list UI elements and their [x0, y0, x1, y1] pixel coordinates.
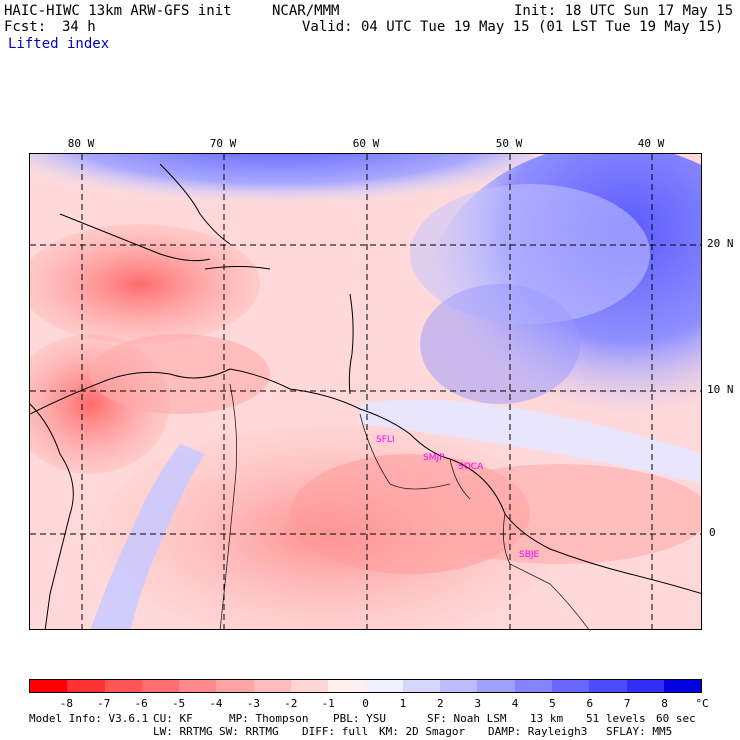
- colorbar-tick-label: -2: [284, 697, 298, 710]
- station-label: SOCA: [458, 462, 484, 472]
- valid-time: Valid: 04 UTC Tue 19 May 15 (01 LST Tue …: [302, 19, 724, 35]
- lifted-index-map: SFLI SMJP SOCA SBJE: [29, 153, 702, 630]
- colorbar: [29, 679, 702, 693]
- surface-layer-option: SFLAY: MM5: [606, 725, 673, 738]
- init-time: Init: 18 UTC Sun 17 May 15: [514, 3, 734, 19]
- colorbar-swatch: [328, 680, 366, 692]
- model-title: HAIC-HIWC 13km ARW-GFS init: [4, 3, 232, 19]
- colorbar-swatch: [440, 680, 478, 692]
- lat-label-equator: 0: [709, 526, 716, 539]
- lat-label-10n: 10 N: [707, 383, 734, 396]
- lon-label-60w: 60 W: [352, 137, 380, 150]
- model-info: Model Info: V3.6.1: [29, 712, 149, 725]
- colorbar-swatch: [626, 680, 664, 692]
- damping-option: DAMP: Rayleigh3: [488, 725, 588, 738]
- lon-label-70w: 70 W: [209, 137, 237, 150]
- colorbar-tick-label: 3: [474, 697, 481, 710]
- colorbar-swatch: [104, 680, 142, 692]
- colorbar-swatch: [216, 680, 254, 692]
- field-name: Lifted index: [8, 36, 110, 52]
- vertical-levels: 51 levels: [586, 712, 646, 725]
- lat-lon-grid: [30, 154, 701, 629]
- station-label: SMJP: [423, 453, 445, 463]
- grid-resolution: 13 km: [530, 712, 564, 725]
- colorbar-swatch: [253, 680, 291, 692]
- colorbar-swatch: [663, 680, 702, 692]
- longwave-scheme: LW: RRTMG: [153, 725, 213, 738]
- km-option: KM: 2D Smagor: [379, 725, 466, 738]
- colorbar-swatch: [589, 680, 627, 692]
- cumulus-scheme: CU: KF: [153, 712, 193, 725]
- colorbar-tick-label: 1: [399, 697, 407, 710]
- station-label: SBJE: [519, 550, 540, 560]
- colorbar-swatch: [290, 680, 329, 692]
- country-borders: [219, 383, 589, 629]
- colorbar-tick-label: 2: [436, 697, 444, 710]
- colorbar-tick-label: 4: [511, 697, 519, 710]
- colorbar-tick-label: -8: [59, 697, 73, 710]
- station-label: SFLI: [376, 435, 395, 445]
- coastlines: [30, 163, 701, 629]
- colorbar-unit: °C: [695, 697, 709, 710]
- colorbar-swatch: [514, 680, 552, 692]
- colorbar-tick-label: 0: [362, 697, 369, 710]
- diffusion-option: DIFF: full: [302, 725, 369, 738]
- shortwave-scheme: SW: RRTMG: [219, 725, 279, 738]
- colorbar-tick-label: 7: [623, 697, 631, 710]
- colorbar-swatch: [179, 680, 217, 692]
- map-canvas: SFLI SMJP SOCA SBJE: [30, 154, 701, 629]
- lon-label-80w: 80 W: [67, 137, 95, 150]
- colorbar-tick-label: -1: [321, 697, 335, 710]
- colorbar-swatch: [551, 680, 590, 692]
- colorbar-swatch: [402, 680, 441, 692]
- colorbar-swatch: [67, 680, 105, 692]
- surface-scheme: SF: Noah LSM: [427, 712, 507, 725]
- colorbar-tick-label: -4: [209, 697, 223, 710]
- colorbar-tick-label: -7: [97, 697, 111, 710]
- lon-label-40w: 40 W: [637, 137, 665, 150]
- colorbar-swatch: [30, 680, 68, 692]
- stable-region-north: [30, 154, 540, 229]
- forecast-label: Fcst:: [4, 19, 47, 35]
- lat-label-20n: 20 N: [707, 237, 734, 250]
- colorbar-tick-label: -6: [134, 697, 148, 710]
- org-label: NCAR/MMM: [272, 3, 340, 19]
- colorbar-tick-label: -3: [246, 697, 260, 710]
- forecast-hour: 34 h: [62, 19, 96, 35]
- colorbar-tick-label: 6: [586, 697, 594, 710]
- colorbar-swatch: [365, 680, 403, 692]
- colorbar-tick-label: -5: [171, 697, 186, 710]
- pbl-scheme: PBL: YSU: [333, 712, 386, 725]
- colorbar-swatch: [141, 680, 180, 692]
- timestep: 60 sec: [656, 712, 696, 725]
- microphysics-scheme: MP: Thompson: [229, 712, 309, 725]
- colorbar-tick-label: 8: [661, 697, 668, 710]
- colorbar-tick-label: 5: [549, 697, 556, 710]
- colorbar-swatch: [477, 680, 515, 692]
- lon-label-50w: 50 W: [495, 137, 523, 150]
